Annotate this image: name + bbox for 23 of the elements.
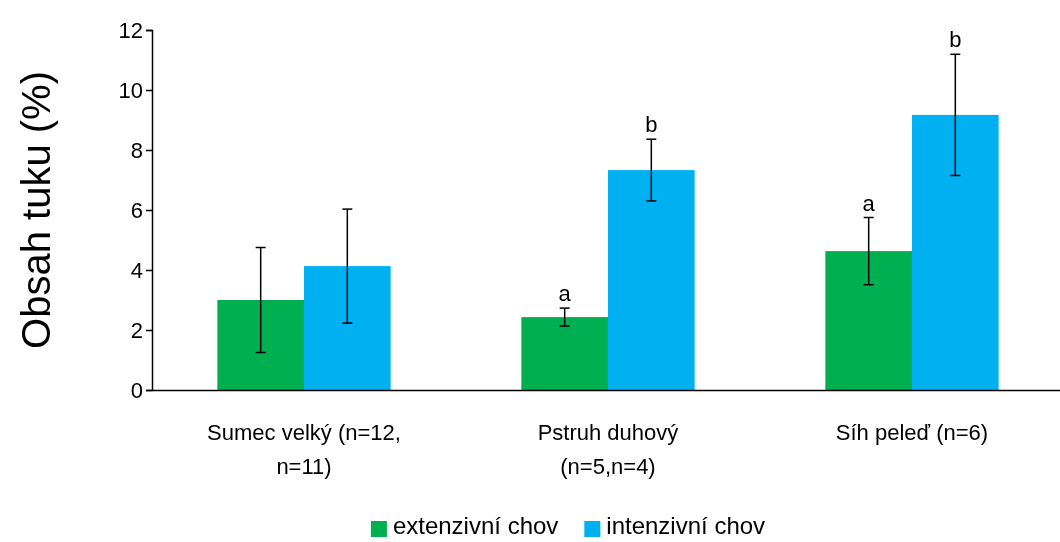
- y-axis-title: Obsah tuku (%): [14, 71, 58, 349]
- y-tick-label: 10: [118, 77, 143, 103]
- y-tick-label: 6: [130, 197, 143, 223]
- y-tick-label: 4: [130, 257, 143, 283]
- x-tick-label: Pstruh duhový (n=5,n=4): [537, 420, 679, 479]
- legend-label: extenzivní chov: [392, 512, 559, 539]
- bar: [825, 251, 912, 390]
- bar: [304, 266, 391, 390]
- data-label: b: [949, 27, 962, 53]
- bar: [217, 300, 304, 390]
- x-tick-label: Síh peleď (n=6): [835, 420, 989, 445]
- data-label: a: [862, 190, 876, 216]
- data-label: a: [558, 281, 572, 307]
- bar: [521, 317, 608, 390]
- bar: [608, 170, 695, 390]
- y-tick-label: 2: [130, 317, 143, 343]
- bar: [912, 114, 999, 390]
- y-tick-label: 12: [118, 17, 143, 43]
- legend-label: intenzivní chov: [606, 512, 766, 539]
- data-label: b: [645, 112, 658, 138]
- y-tick-label: 8: [130, 137, 143, 163]
- x-tick-label: Sumec velký (n=12, n=11): [207, 420, 401, 479]
- y-tick-label: 0: [130, 377, 143, 403]
